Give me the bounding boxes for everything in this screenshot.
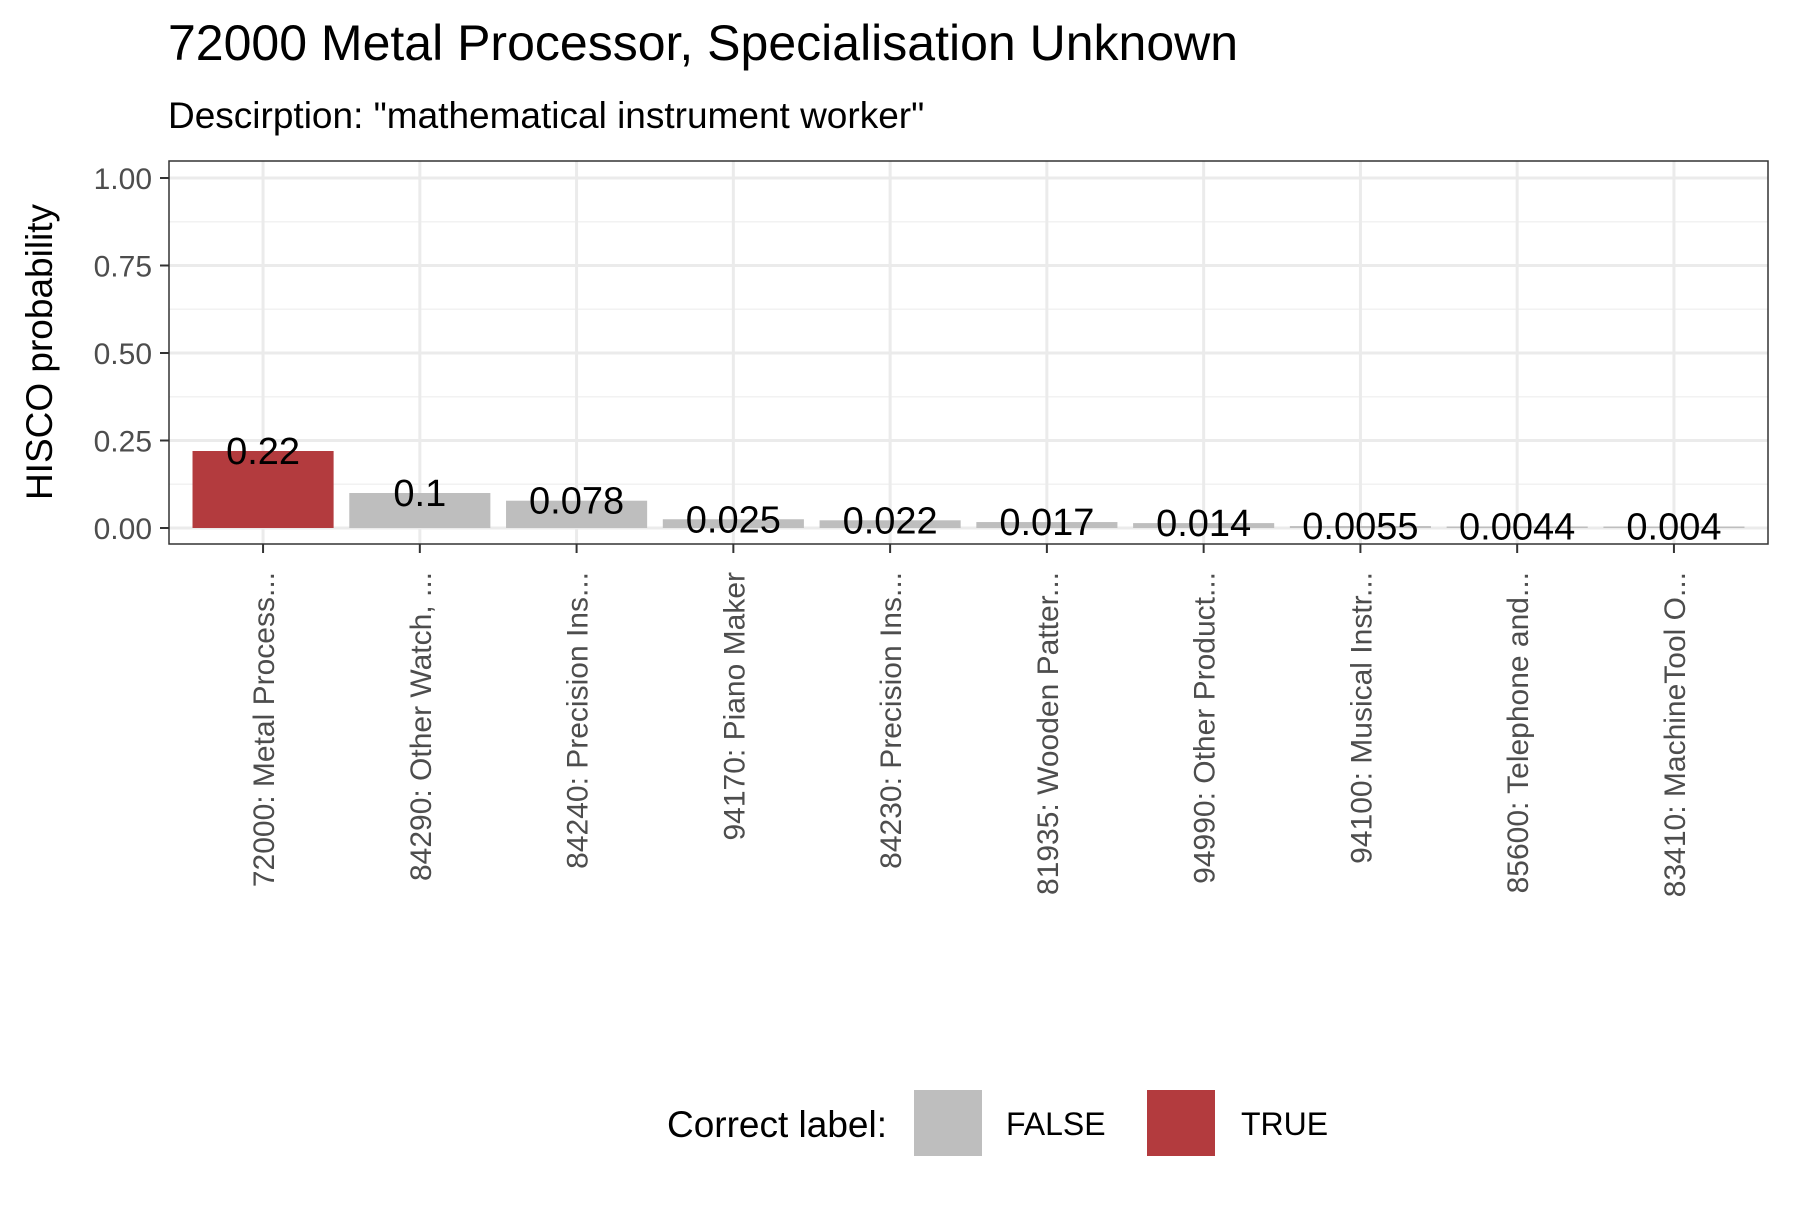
x-tick-label: 84230: Precision Ins... (875, 572, 908, 869)
bar (506, 500, 648, 528)
x-tick-label: 81935: Wooden Patter... (1032, 572, 1065, 895)
legend-title: Correct label: (667, 1104, 887, 1145)
x-tick-label: 85600: Telephone and... (1502, 572, 1535, 893)
data-label: 0.022 (843, 500, 938, 542)
x-tick-label: 94100: Musical Instr... (1345, 572, 1378, 864)
x-tick-label: 72000: Metal Process... (248, 572, 281, 887)
legend-label-false: FALSE (1006, 1106, 1106, 1142)
data-label: 0.017 (999, 502, 1094, 544)
y-tick-label: 0.50 (94, 338, 152, 371)
data-labels: 0.22 0.1 0.078 0.025 0.022 0.017 0.014 0.0055 0.… (226, 431, 1721, 549)
y-tick-label: 0.75 (94, 251, 152, 284)
data-label: 0.22 (226, 431, 300, 473)
x-tick-label: 94170: Piano Maker (718, 572, 751, 841)
data-label: 0.014 (1156, 503, 1251, 545)
data-label: 0.0055 (1302, 506, 1418, 548)
x-tick-label: 84290: Other Watch, ... (405, 572, 438, 881)
bars (192, 451, 1745, 528)
chart-subtitle: Descirption: "mathematical instrument wo… (168, 95, 924, 136)
x-tick-label: 84240: Precision Ins... (562, 572, 595, 869)
legend-label-true: TRUE (1241, 1106, 1328, 1142)
x-tick-label: 94990: Other Product... (1189, 572, 1222, 884)
chart-title: 72000 Metal Processor, Specialisation Un… (168, 15, 1238, 71)
legend-swatch-false (914, 1090, 982, 1156)
grid (169, 161, 1768, 544)
bar (1289, 526, 1431, 528)
y-tick-label: 0.00 (94, 513, 152, 546)
legend-swatch-true (1147, 1090, 1215, 1156)
data-label: 0.0044 (1459, 506, 1575, 548)
bar (1446, 526, 1588, 528)
bar (976, 522, 1118, 528)
bar (1603, 526, 1745, 528)
bar (819, 520, 961, 528)
legend: Correct label: FALSE TRUE (667, 1090, 1328, 1156)
y-tick-label: 1.00 (94, 163, 152, 196)
x-tick-label: 83410: MachineTool O... (1659, 572, 1692, 897)
bar (349, 493, 491, 528)
bar (1133, 523, 1275, 528)
data-label: 0.1 (393, 473, 446, 515)
bar (192, 451, 334, 528)
y-tick-label: 0.25 (94, 426, 152, 459)
y-axis: 0.00 0.25 0.50 0.75 1.00 (94, 163, 169, 546)
data-label: 0.025 (686, 499, 781, 541)
x-axis: 72000: Metal Process... 84290: Other Watc… (248, 544, 1692, 897)
data-label: 0.004 (1626, 507, 1721, 549)
y-axis-label: HISCO probability (19, 203, 60, 500)
data-label: 0.078 (529, 481, 624, 523)
bar (662, 519, 804, 528)
